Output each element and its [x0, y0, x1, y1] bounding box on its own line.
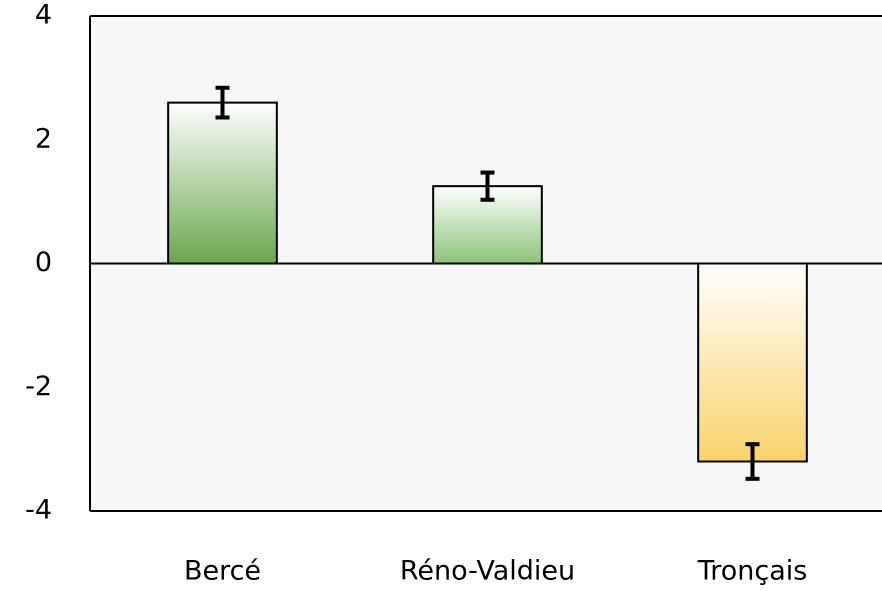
y-tick-label: 2 — [35, 123, 52, 154]
error-bar — [215, 85, 230, 120]
y-tick-label: 4 — [35, 0, 52, 31]
bar — [697, 262, 808, 463]
x-tick-label: Bercé — [184, 556, 261, 587]
y-tick-label: -2 — [25, 371, 52, 402]
error-bar — [745, 442, 760, 481]
y-tick-label: -4 — [25, 495, 52, 526]
y-tick-label: 0 — [35, 247, 52, 278]
error-bar — [480, 170, 495, 202]
x-tick-label: Réno-Valdieu — [400, 556, 575, 587]
bar — [167, 101, 278, 265]
x-tick-label: Tronçais — [697, 556, 808, 587]
